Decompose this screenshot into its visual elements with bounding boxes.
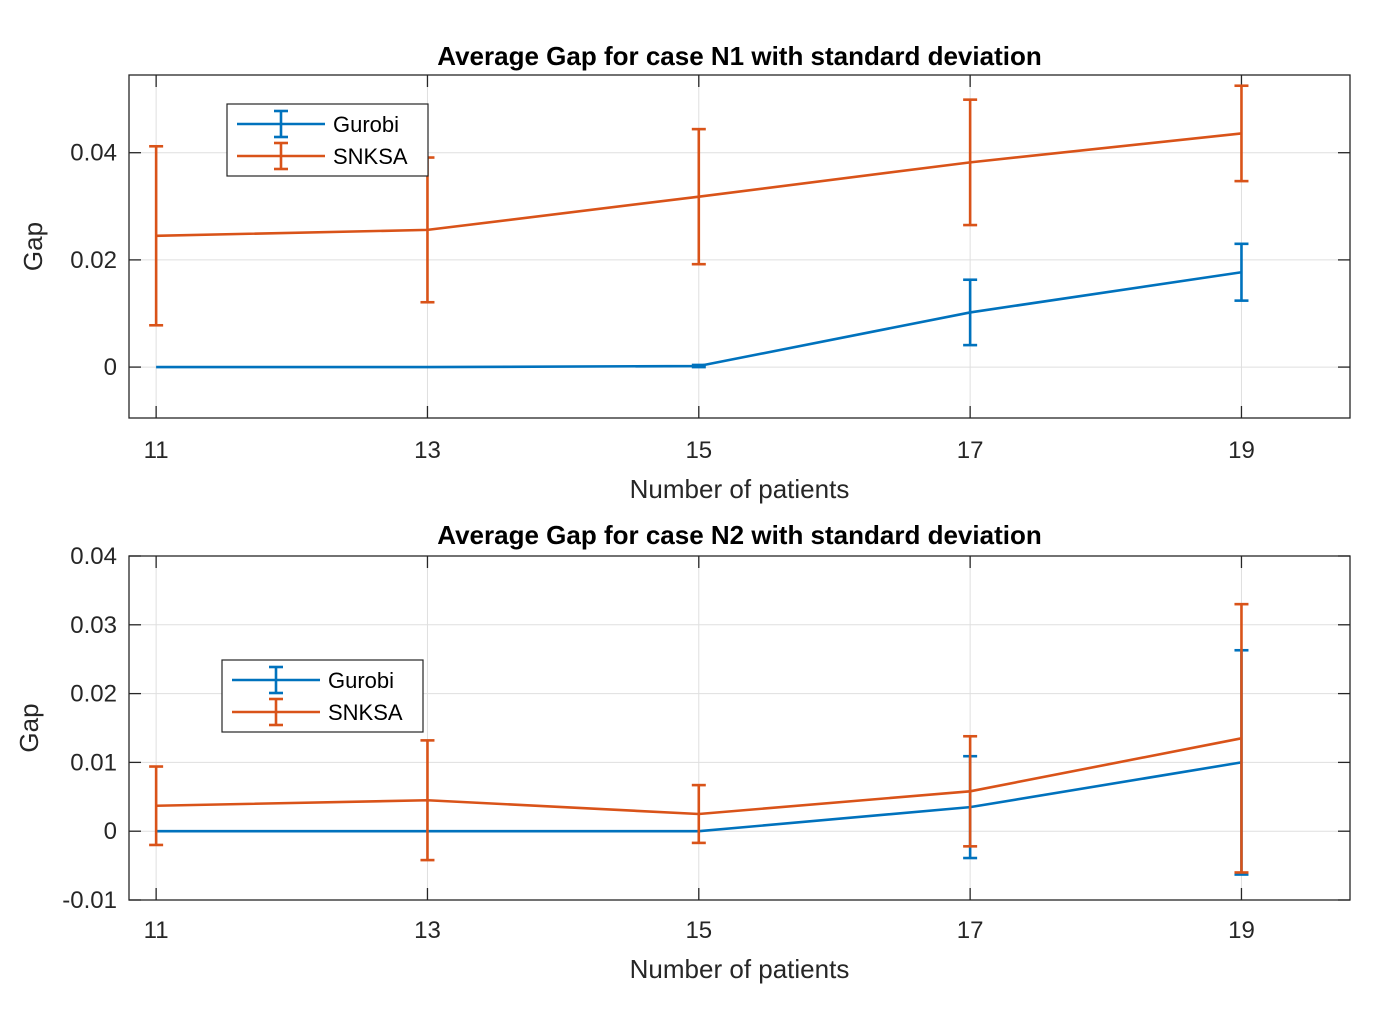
legend-item-snksa: SNKSA — [237, 141, 408, 171]
legend-label: Gurobi — [333, 112, 399, 137]
x-tick-label: 19 — [1228, 917, 1255, 944]
error-bar — [1234, 602, 1249, 874]
error-bar — [149, 765, 164, 847]
series-snksa — [149, 602, 1249, 874]
x-tick-label: 17 — [957, 437, 984, 464]
legend-label: SNKSA — [333, 144, 408, 169]
chart-title: Average Gap for case N2 with standard de… — [437, 520, 1041, 550]
y-tick-label: 0.02 — [70, 681, 117, 708]
x-tick-label: 15 — [685, 437, 712, 464]
error-bar — [1234, 84, 1249, 183]
legend-item-snksa: SNKSA — [232, 697, 403, 727]
legend: Gurobi SNKSA — [221, 659, 424, 733]
legend-box — [221, 659, 424, 733]
error-bar — [149, 144, 164, 327]
y-tick-label: 0.04 — [70, 140, 117, 167]
error-bar — [420, 739, 435, 862]
chart-n2: 11 13 15 17 19 -0.01 0 0.01 0.02 0.03 0.04 Average … — [14, 520, 1351, 984]
error-bar — [1234, 242, 1249, 302]
legend: Gurobi SNKSA — [226, 103, 429, 177]
y-tick-label: 0.04 — [70, 543, 117, 570]
x-tick-label: 19 — [1228, 437, 1255, 464]
chart-n1: 11 13 15 17 19 0 0.02 0.04 Average Gap for case … — [18, 41, 1351, 504]
y-tick-label: 0.02 — [70, 247, 117, 274]
axes-box — [128, 555, 1351, 901]
y-tick-label: 0.03 — [70, 612, 117, 639]
x-tick-label: 11 — [144, 917, 169, 944]
y-axis-label: Gap — [18, 222, 48, 271]
axes-box — [128, 74, 1351, 419]
x-axis-label: Number of patients — [630, 954, 850, 984]
y-tick-label: 0 — [104, 354, 117, 381]
y-tick-label: 0 — [104, 818, 117, 845]
legend-label: SNKSA — [328, 700, 403, 725]
x-axis-label: Number of patients — [630, 474, 850, 504]
error-bar — [691, 127, 706, 266]
legend-item-gurobi: Gurobi — [232, 665, 394, 695]
x-tick-label: 17 — [957, 917, 984, 944]
error-bar — [963, 98, 978, 227]
series-snksa — [149, 84, 1249, 327]
error-bar — [963, 278, 978, 347]
legend-box — [226, 103, 429, 177]
y-tick-label: 0.01 — [70, 749, 117, 776]
error-bar — [691, 783, 706, 845]
x-tick-label: 13 — [414, 917, 441, 944]
x-tick-label: 13 — [414, 437, 441, 464]
y-tick-label: -0.01 — [62, 887, 117, 914]
legend-item-gurobi: Gurobi — [237, 109, 399, 139]
series-gurobi — [156, 242, 1249, 369]
error-bar — [691, 363, 706, 369]
x-tick-label: 11 — [144, 437, 169, 464]
x-tick-label: 15 — [685, 917, 712, 944]
legend-label: Gurobi — [328, 668, 394, 693]
chart-title: Average Gap for case N1 with standard de… — [437, 41, 1041, 71]
error-bar — [963, 734, 978, 848]
y-axis-label: Gap — [14, 703, 44, 752]
